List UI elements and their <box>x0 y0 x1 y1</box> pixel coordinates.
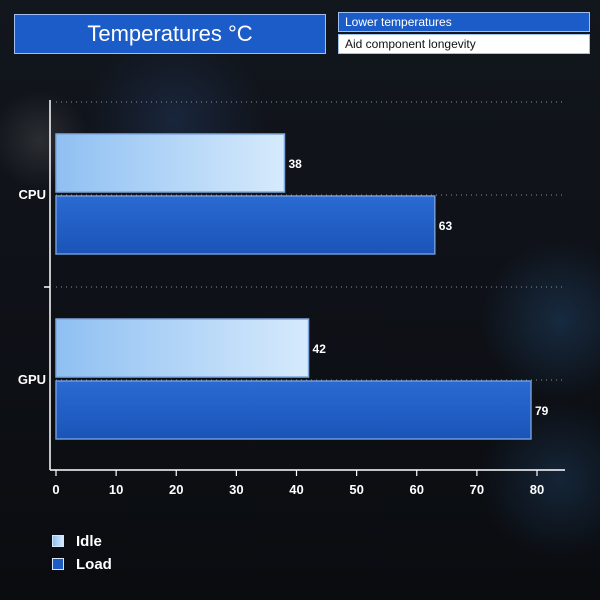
x-tick-label: 30 <box>229 482 243 497</box>
data-label-gpu-load: 79 <box>535 404 549 418</box>
x-tick-label: 0 <box>52 482 59 497</box>
bar-cpu-idle <box>55 133 286 193</box>
x-tick-label: 40 <box>289 482 303 497</box>
bar-cpu-load <box>55 195 436 255</box>
x-tick-label: 50 <box>349 482 363 497</box>
x-tick-label: 80 <box>530 482 544 497</box>
category-label-gpu: GPU <box>18 372 46 387</box>
tag-component-longevity: Aid component longevity <box>338 34 590 54</box>
chart-title: Temperatures °C <box>14 14 326 54</box>
legend-item-load: Load <box>52 553 112 575</box>
bar-gpu-load <box>55 380 532 440</box>
data-label-cpu-idle: 38 <box>288 157 302 171</box>
legend-label-load: Load <box>76 555 112 573</box>
x-tick-label: 70 <box>470 482 484 497</box>
tag-lower-temperatures: Lower temperatures <box>338 12 590 32</box>
legend-label-idle: Idle <box>76 532 102 550</box>
legend: Idle Load <box>52 530 112 576</box>
legend-item-idle: Idle <box>52 530 112 552</box>
x-tick-label: 10 <box>109 482 123 497</box>
category-label-cpu: CPU <box>19 187 46 202</box>
legend-swatch-load <box>52 558 64 570</box>
data-label-cpu-load: 63 <box>439 219 453 233</box>
x-tick-label: 20 <box>169 482 183 497</box>
bar-gpu-idle <box>55 318 310 378</box>
data-label-gpu-idle: 42 <box>313 342 327 356</box>
x-tick-label: 60 <box>410 482 424 497</box>
legend-swatch-idle <box>52 535 64 547</box>
